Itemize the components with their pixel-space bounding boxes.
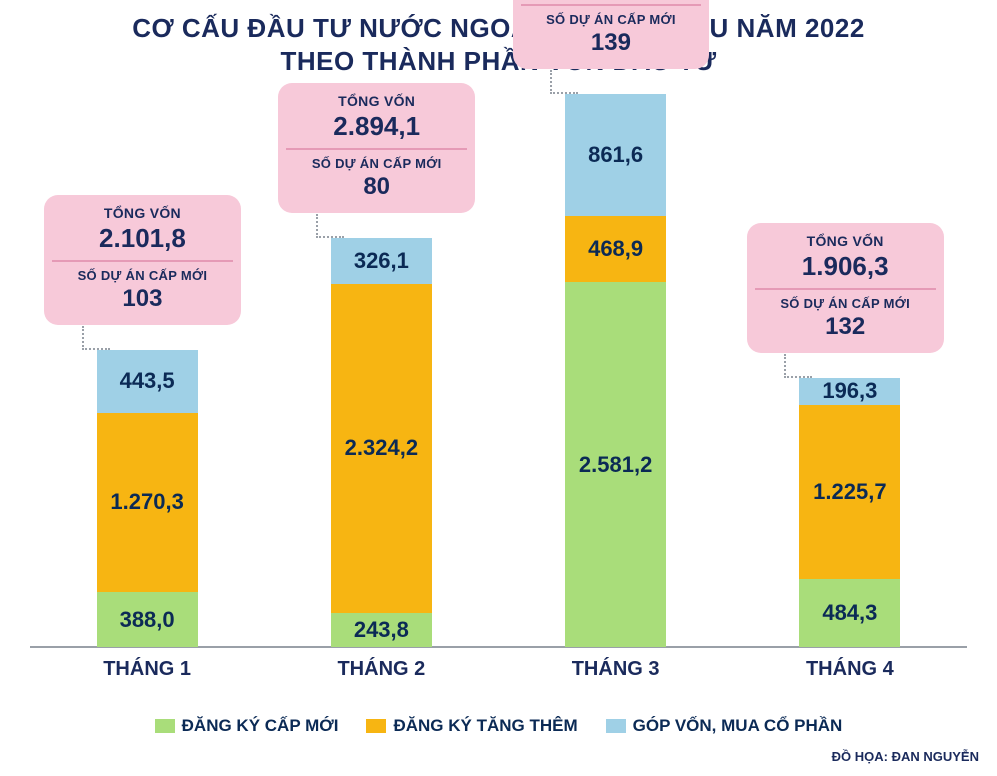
segment-dang_ky_cap_moi: 388,0 bbox=[97, 592, 198, 647]
segment-value-label: 388,0 bbox=[120, 607, 175, 633]
x-axis-label: THÁNG 3 bbox=[499, 658, 733, 681]
column-4: 196,3 1.225,7 484,3 TỔNG VỐN 1.906,3 SỐ DỰ ÁN… bbox=[733, 95, 967, 646]
legend-item-dang_ky_tang_them: ĐĂNG KÝ TĂNG THÊM bbox=[366, 716, 577, 736]
chart-title-line1: CƠ CẤU ĐẦU TƯ NƯỚC NGOÀI 4 THÁNG ĐẦU NĂM… bbox=[0, 12, 997, 45]
segment-value-label: 861,6 bbox=[588, 142, 643, 168]
callout-3: TỔNG VỐN3.911,7SỐ DỰ ÁN CẤP MỚI139 bbox=[513, 0, 710, 69]
segment-dang_ky_tang_them: 468,9 bbox=[565, 216, 666, 282]
legend-swatch bbox=[606, 719, 626, 733]
leader-line bbox=[550, 92, 578, 94]
callout-total-label: TỔNG VỐN bbox=[58, 205, 227, 221]
segment-value-label: 196,3 bbox=[822, 378, 877, 404]
callout-total-value: 2.101,8 bbox=[58, 223, 227, 254]
callout-total-label: TỔNG VỐN bbox=[292, 93, 461, 109]
bar-3: 861,6 468,9 2.581,2 bbox=[564, 93, 667, 646]
callout-projects-label: SỐ DỰ ÁN CẤP MỚI bbox=[527, 12, 696, 27]
segment-value-label: 2.324,2 bbox=[345, 435, 418, 461]
segment-dang_ky_cap_moi: 2.581,2 bbox=[565, 282, 666, 647]
legend-swatch bbox=[366, 719, 386, 733]
legend-swatch bbox=[155, 719, 175, 733]
segment-value-label: 2.581,2 bbox=[579, 452, 652, 478]
segment-value-label: 443,5 bbox=[120, 368, 175, 394]
leader-line bbox=[82, 348, 110, 350]
segment-dang_ky_cap_moi: 243,8 bbox=[331, 613, 432, 647]
column-1: 443,5 1.270,3 388,0 TỔNG VỐN 2.101,8 SỐ DỰ ÁN… bbox=[30, 95, 264, 646]
segment-value-label: 243,8 bbox=[354, 617, 409, 643]
leader-vertical bbox=[784, 354, 786, 378]
bar-4: 196,3 1.225,7 484,3 bbox=[798, 377, 901, 646]
segment-gop_von_mua_co_phan: 443,5 bbox=[97, 350, 198, 413]
legend-label: ĐĂNG KÝ CẤP MỚI bbox=[182, 716, 339, 736]
callout-projects-label: SỐ DỰ ÁN CẤP MỚI bbox=[292, 156, 461, 171]
column-2: 326,1 2.324,2 243,8 TỔNG VỐN 2.894,1 SỐ DỰ ÁN… bbox=[264, 95, 498, 646]
segment-gop_von_mua_co_phan: 196,3 bbox=[799, 378, 900, 406]
bar-2: 326,1 2.324,2 243,8 bbox=[330, 237, 433, 646]
leader-vertical bbox=[316, 214, 318, 238]
callout-projects-label: SỐ DỰ ÁN CẤP MỚI bbox=[761, 296, 930, 311]
legend: ĐĂNG KÝ CẤP MỚI ĐĂNG KÝ TĂNG THÊM GÓP VỐN,… bbox=[0, 716, 997, 736]
legend-item-gop_von_mua_co_phan: GÓP VỐN, MUA CỔ PHẦN bbox=[606, 716, 843, 736]
callout-divider bbox=[286, 148, 467, 150]
segment-gop_von_mua_co_phan: 326,1 bbox=[331, 238, 432, 284]
chart-title-line2: THEO THÀNH PHẦN VỐN ĐẦU TƯ bbox=[0, 45, 997, 78]
chart-title: CƠ CẤU ĐẦU TƯ NƯỚC NGOÀI 4 THÁNG ĐẦU NĂM… bbox=[0, 0, 997, 77]
segment-value-label: 1.270,3 bbox=[110, 489, 183, 515]
x-axis-label: THÁNG 2 bbox=[264, 658, 498, 681]
callout-projects-label: SỐ DỰ ÁN CẤP MỚI bbox=[58, 268, 227, 283]
leader-vertical bbox=[82, 326, 84, 350]
segment-gop_von_mua_co_phan: 861,6 bbox=[565, 94, 666, 216]
leader-vertical bbox=[550, 70, 552, 94]
segment-value-label: 468,9 bbox=[588, 236, 643, 262]
segment-dang_ky_tang_them: 1.270,3 bbox=[97, 413, 198, 593]
x-axis-labels: THÁNG 1THÁNG 2THÁNG 3THÁNG 4 bbox=[30, 650, 967, 686]
callout-projects-value: 80 bbox=[292, 173, 461, 201]
callout-divider bbox=[755, 288, 936, 290]
callout-total-value: 2.894,1 bbox=[292, 111, 461, 142]
callout-projects-value: 139 bbox=[527, 29, 696, 57]
callout-total-label: TỔNG VỐN bbox=[761, 233, 930, 249]
chart-area: 443,5 1.270,3 388,0 TỔNG VỐN 2.101,8 SỐ DỰ ÁN… bbox=[30, 95, 967, 686]
legend-item-dang_ky_cap_moi: ĐĂNG KÝ CẤP MỚI bbox=[155, 716, 339, 736]
segment-value-label: 326,1 bbox=[354, 248, 409, 274]
callout-divider bbox=[521, 4, 702, 6]
callout-projects-value: 103 bbox=[58, 285, 227, 313]
column-3: 861,6468,92.581,2TỔNG VỐN3.911,7SỐ DỰ ÁN… bbox=[499, 95, 733, 646]
segment-dang_ky_tang_them: 1.225,7 bbox=[799, 405, 900, 578]
credit-line: ĐỒ HỌA: ĐAN NGUYỄN bbox=[832, 749, 979, 764]
segment-dang_ky_cap_moi: 484,3 bbox=[799, 579, 900, 647]
leader-line bbox=[316, 236, 344, 238]
segment-value-label: 484,3 bbox=[822, 600, 877, 626]
x-axis-label: THÁNG 4 bbox=[733, 658, 967, 681]
legend-label: ĐĂNG KÝ TĂNG THÊM bbox=[393, 716, 577, 736]
callout-2: TỔNG VỐN 2.894,1 SỐ DỰ ÁN CẤP MỚI 80 bbox=[278, 83, 475, 213]
bar-1: 443,5 1.270,3 388,0 bbox=[96, 349, 199, 646]
callout-1: TỔNG VỐN 2.101,8 SỐ DỰ ÁN CẤP MỚI 103 bbox=[44, 195, 241, 325]
callout-divider bbox=[52, 260, 233, 262]
plot-region: 443,5 1.270,3 388,0 TỔNG VỐN 2.101,8 SỐ DỰ ÁN… bbox=[30, 95, 967, 648]
segment-dang_ky_tang_them: 2.324,2 bbox=[331, 284, 432, 613]
x-axis-label: THÁNG 1 bbox=[30, 658, 264, 681]
callout-total-value: 1.906,3 bbox=[761, 251, 930, 282]
legend-label: GÓP VỐN, MUA CỔ PHẦN bbox=[633, 716, 843, 736]
leader-line bbox=[784, 376, 812, 378]
segment-value-label: 1.225,7 bbox=[813, 479, 886, 505]
callout-projects-value: 132 bbox=[761, 313, 930, 341]
callout-4: TỔNG VỐN 1.906,3 SỐ DỰ ÁN CẤP MỚI 132 bbox=[747, 223, 944, 353]
